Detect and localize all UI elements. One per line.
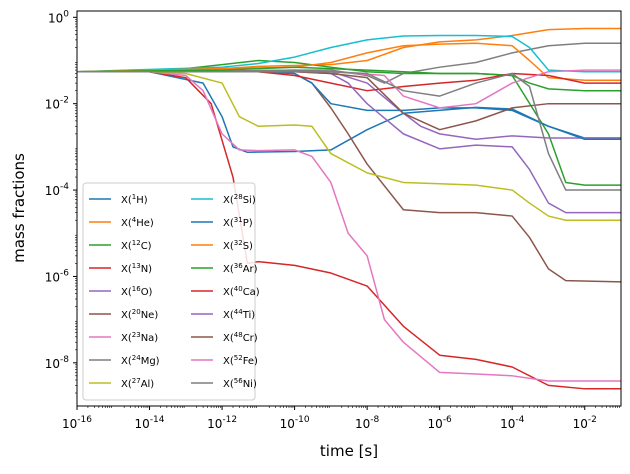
legend-label: X(56Ni) xyxy=(223,377,257,390)
legend-item-ar-36: X(36Ar) xyxy=(191,262,258,275)
series-line-ar-36 xyxy=(77,66,621,92)
legend-label: X(20Ne) xyxy=(121,308,158,321)
legend-label: X(24Mg) xyxy=(121,354,160,367)
legend-label: X(44Ti) xyxy=(223,308,255,321)
series-line-cr-48 xyxy=(77,70,621,131)
x-tick-label: 10-6 xyxy=(428,415,453,431)
legend-label: X(40Ca) xyxy=(223,285,260,298)
legend-box xyxy=(82,182,256,401)
legend-item-si-28: X(28Si) xyxy=(191,193,256,206)
legend-item-fe-52: X(52Fe) xyxy=(191,354,258,367)
legend-item-cr-48: X(48Cr) xyxy=(191,331,258,344)
legend-label: X(48Cr) xyxy=(223,331,258,344)
legend-item-na-23: X(23Na) xyxy=(89,331,158,344)
series-line-mg-24 xyxy=(77,42,621,84)
y-tick-label: 10-2 xyxy=(45,96,69,112)
legend-label: X(13N) xyxy=(121,262,152,275)
y-tick-label: 100 xyxy=(48,9,69,25)
series-line-c-12 xyxy=(77,59,621,186)
series-line-si-28 xyxy=(77,34,621,73)
legend-item-he-4: X(4He) xyxy=(89,216,154,229)
legend-label: X(23Na) xyxy=(121,331,158,344)
legend-label: X(12C) xyxy=(121,239,152,252)
legend-label: X(1H) xyxy=(121,193,148,206)
x-tick-label: 10-10 xyxy=(280,415,310,431)
series-line-al-27 xyxy=(77,70,621,221)
x-axis-label: time [s] xyxy=(320,442,378,460)
legend-item-al-27: X(27Al) xyxy=(89,377,154,390)
legend-label: X(4He) xyxy=(121,216,154,229)
legend-item-c-12: X(12C) xyxy=(89,239,152,252)
legend-label: X(36Ar) xyxy=(223,262,258,275)
legend-item-ne-20: X(20Ne) xyxy=(89,308,158,321)
legend-label: X(27Al) xyxy=(121,377,154,390)
y-tick-label: 10-6 xyxy=(45,268,70,284)
x-tick-label: 10-4 xyxy=(500,415,525,431)
x-tick-label: 10-14 xyxy=(135,415,165,431)
series-line-ni-56 xyxy=(77,70,621,191)
legend-item-h-1: X(1H) xyxy=(89,193,148,206)
y-tick-label: 10-8 xyxy=(45,355,70,371)
legend-label: X(31P) xyxy=(223,216,253,229)
legend: X(1H) X(4He) X(12C) X(13N) X(16O) X(20Ne) X(23… xyxy=(82,182,260,401)
legend-label: X(52Fe) xyxy=(223,354,258,367)
legend-label: X(16O) xyxy=(121,285,153,298)
legend-item-p-31: X(31P) xyxy=(191,216,253,229)
y-tick-label: 10-4 xyxy=(45,182,70,198)
legend-item-o-16: X(16O) xyxy=(89,285,153,298)
legend-item-ti-44: X(44Ti) xyxy=(191,308,255,321)
x-axis-ticks: 10-16 10-14 10-12 10-10 10-8 10-6 10-4 10-2 xyxy=(62,406,620,431)
x-tick-label: 10-16 xyxy=(62,415,92,431)
series-line-na-23 xyxy=(77,70,621,382)
legend-item-s-32: X(32S) xyxy=(191,239,253,252)
series-line-p-31 xyxy=(77,70,621,141)
x-tick-label: 10-12 xyxy=(207,415,237,431)
y-axis-label: mass fractions xyxy=(10,153,28,263)
legend-label: X(28Si) xyxy=(223,193,256,206)
series-line-n-13 xyxy=(77,70,621,390)
series-lines xyxy=(77,27,621,390)
legend-label: X(32S) xyxy=(223,239,253,252)
x-tick-label: 10-2 xyxy=(573,415,597,431)
legend-item-n-13: X(13N) xyxy=(89,262,152,275)
plot-frame xyxy=(76,10,622,407)
legend-item-mg-24: X(24Mg) xyxy=(89,354,160,367)
y-axis-ticks: 10-8 10-6 10-4 10-2 100 xyxy=(45,9,77,394)
legend-item-ca-40: X(40Ca) xyxy=(191,285,260,298)
x-tick-label: 10-8 xyxy=(355,415,380,431)
legend-item-ni-56: X(56Ni) xyxy=(191,377,257,390)
series-line-ca-40 xyxy=(77,70,621,92)
